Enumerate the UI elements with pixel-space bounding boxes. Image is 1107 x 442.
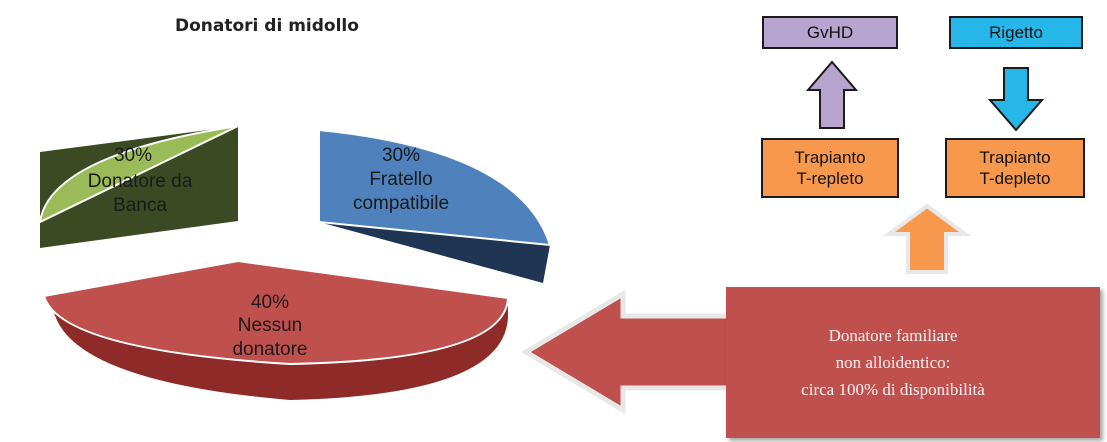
pie-slice-banca [38,125,239,248]
arrow-left-red [521,289,743,415]
trapianto-depleto-box: Trapianto T-depleto [945,138,1085,198]
gvhd-label: GvHD [806,23,854,42]
pie-slice-fratello [318,128,552,283]
arrow-up-gvhd [805,60,859,129]
depleto-line1: Trapianto [979,148,1051,167]
depleto-line2: T-depleto [979,169,1051,188]
pie-label-fratello-line1: Fratello [369,169,432,190]
pie-label-nessun-pct: 40% [251,292,289,313]
repleto-line2: T-repleto [796,169,864,188]
pie-slice-nessun-top [42,259,510,366]
pie-chart: 30% Donatore da Banca 30% Fratello compa… [38,125,552,400]
pie-label-nessun-line1: Nessun [238,315,302,336]
repleto-line1: Trapianto [794,148,866,167]
pie-slice-fratello-top [318,128,552,247]
pie-label-banca-pct: 30% [114,145,152,166]
trapianto-repleto-box: Trapianto T-repleto [761,138,899,198]
donatore-familiare-box: Donatore familiare non alloidentico: cir… [726,287,1100,438]
rigetto-box: Rigetto [949,16,1083,49]
chart-title: Donatori di midollo [175,16,359,36]
gvhd-box: GvHD [762,16,898,49]
arrow-down-rigetto [987,67,1045,132]
donor-line1: Donatore familiare [828,326,958,345]
arrow-up-orange [882,203,972,274]
pie-slice-nessun [42,259,510,400]
rigetto-label: Rigetto [989,23,1043,42]
pie-label-banca-line2: Banca [113,195,167,216]
pie-label-fratello-line2: compatibile [353,193,449,214]
pie-label-banca-line1: Donatore da [88,171,193,192]
donor-line2: non alloidentico: [835,353,951,372]
pie-slice-banca-top [38,125,239,224]
pie-slice-banca-side [40,126,238,248]
pie-label-fratello-pct: 30% [382,145,420,166]
pie-label-nessun-line2: donatore [232,339,307,360]
donor-line3: circa 100% di disponibilità [801,380,985,399]
